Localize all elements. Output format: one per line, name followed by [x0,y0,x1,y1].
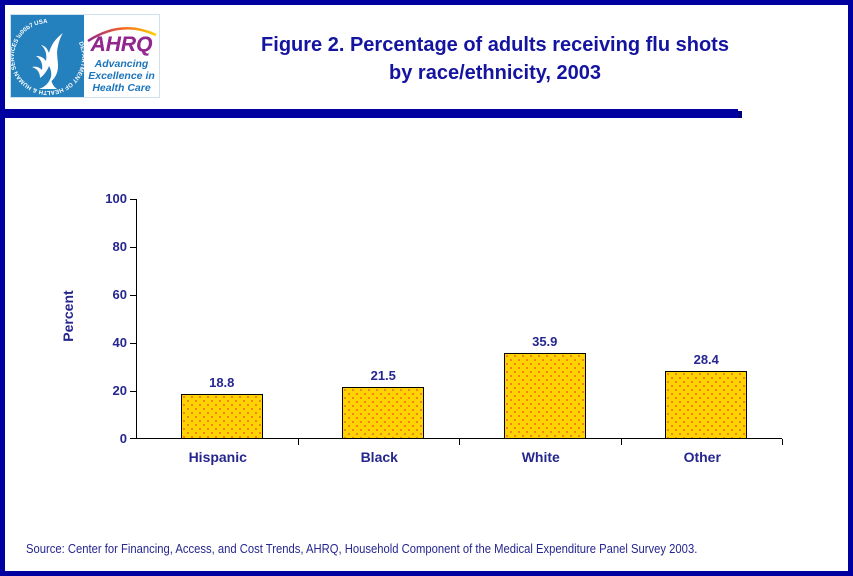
x-axis-tick [620,439,622,445]
x-axis-category-label: Hispanic [188,449,247,465]
x-axis-category-label: Other [683,449,721,465]
header-divider-rule [5,109,738,118]
x-axis-category-label: Black [360,449,398,465]
bar-other [665,370,748,439]
y-axis-tick [130,295,136,296]
source-note: Source: Center for Financing, Access, an… [26,541,698,556]
hhs-eagle-icon: DEPARTMENT OF HEALTH & HUMAN SERVICES \u… [11,15,85,97]
ahrq-tagline-line3: Health Care [92,82,151,94]
x-axis-tick [297,439,299,445]
y-axis-tick-label: 20 [112,383,127,398]
x-axis-category-label: White [521,449,560,465]
y-axis-tick [130,391,136,392]
figure-title-line1: Figure 2. Percentage of adults receiving… [261,34,729,56]
ahrq-rainbow-arc-icon [87,27,157,43]
bar-hispanic [180,393,263,439]
y-axis-title: Percent [60,290,76,342]
figure-title-line2: by race/ethnicity, 2003 [389,62,601,84]
x-axis-tick [459,439,460,445]
y-axis-tick [130,343,136,344]
y-axis-tick-label: 80 [112,239,127,254]
plot-area: Percent 0 20 40 60 80 100 18.8 Hispanic 21.5 Blac… [60,191,783,465]
x-axis-tick [782,439,783,445]
ahrq-tagline-line2: Excellence in [88,70,155,82]
bar-value-label: 18.8 [209,374,235,390]
y-axis-tick-label: 100 [105,191,127,206]
y-axis-tick-label: 40 [112,335,127,350]
y-axis-tick-label: 0 [119,431,127,446]
ahrq-wordmark: AHRQ [90,33,153,56]
y-axis-tick [130,247,136,248]
y-axis-tick-label: 60 [112,287,127,302]
hhs-seal: DEPARTMENT OF HEALTH & HUMAN SERVICES \u… [11,15,85,97]
ahrq-tagline: Advancing Excellence in Health Care [88,58,155,94]
bar-value-label: 21.5 [370,368,396,384]
bar-white [503,352,586,439]
y-axis-tick [130,199,136,200]
bar-black [342,387,425,439]
y-axis-tick [130,438,136,439]
figure-title: Figure 2. Percentage of adults receiving… [165,31,825,87]
ahrq-tagline-line1: Advancing [94,58,149,70]
header-divider-rule-tip [738,111,742,118]
bar-value-label: 35.9 [532,333,558,349]
bar-value-label: 28.4 [693,351,719,367]
ahrq-hhs-logo: DEPARTMENT OF HEALTH & HUMAN SERVICES \u… [10,14,160,98]
ahrq-logo-panel: AHRQ Advancing Excellence in Health Care [84,15,159,97]
